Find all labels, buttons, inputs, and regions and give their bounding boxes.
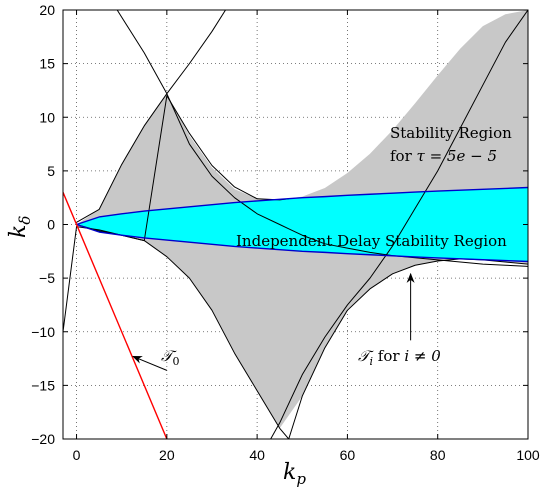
y-tick-label-1: −15: [31, 377, 55, 393]
t0-line: [63, 192, 168, 439]
y-axis-title-subscript: δ: [16, 216, 34, 225]
x-tick-label-2: 40: [249, 447, 265, 463]
annotation-arrow-0: [132, 355, 168, 371]
x-tick-label-4: 80: [430, 447, 446, 463]
y-axis-title: kδ: [6, 216, 34, 238]
independent-region-fill: [76, 187, 528, 262]
ti-label: 𝒯i for i ≠ 0: [358, 347, 441, 368]
x-tick-label-1: 20: [159, 447, 175, 463]
independent-lower-boundary: [76, 223, 528, 263]
boundary-curve-0: [63, 95, 289, 332]
x-axis-title-subscript: p: [296, 470, 306, 488]
y-tick-label-7: 15: [39, 56, 55, 72]
y-tick-label-3: −5: [39, 270, 55, 286]
stability-region-label-line1: Stability Region: [390, 124, 512, 142]
x-axis-title: kp: [283, 460, 306, 488]
plot-area: [63, 10, 528, 439]
x-tick-label-3: 60: [340, 447, 356, 463]
independent-region-label: Independent Delay Stability Region: [236, 232, 507, 250]
y-tick-label-6: 10: [39, 109, 55, 125]
x-tick-label-5: 100: [516, 447, 540, 463]
boundary-curve-1: [116, 10, 528, 267]
ti-subscript: i: [370, 355, 374, 368]
annotations: Stability Region for τ = 5e − 5 Independ…: [132, 124, 512, 371]
y-tick-label-2: −10: [31, 324, 55, 340]
axis-ticks: 0 20 40 60 80 100 −20 −15 −10 −5 0 5 10 15 20: [31, 2, 540, 463]
y-tick-label-8: 20: [39, 2, 55, 18]
y-axis-title-main: k: [6, 225, 31, 238]
t0-subscript: 0: [173, 355, 180, 368]
x-axis-title-main: k: [283, 460, 296, 485]
boundary-curve-3: [76, 224, 528, 439]
boundary-curve-4: [270, 10, 528, 439]
stability-region-label-line2: for τ = 5e − 5: [390, 147, 497, 165]
x-tick-label-0: 0: [73, 447, 81, 463]
ti-rest: for: [373, 347, 404, 365]
ti-condition: i ≠ 0: [404, 347, 441, 365]
y-tick-label-5: 5: [47, 163, 55, 179]
stability-math: τ = 5e − 5: [417, 147, 497, 165]
y-tick-label-4: 0: [47, 217, 55, 233]
stability-prefix: for: [390, 147, 417, 165]
independent-upper-boundary: [76, 186, 528, 226]
boundary-curve-2: [76, 10, 226, 223]
y-tick-label-0: −20: [31, 431, 55, 447]
